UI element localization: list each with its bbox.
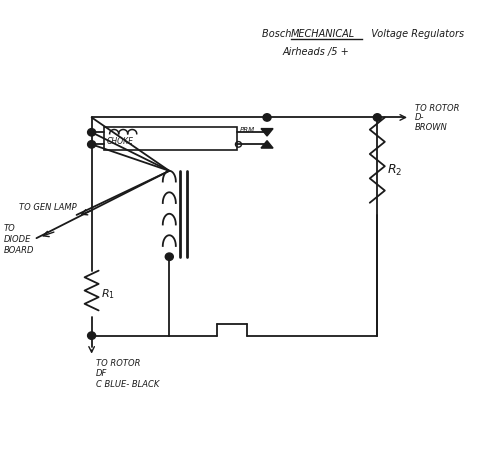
Text: DIODE: DIODE bbox=[4, 235, 31, 244]
Text: Bosch: Bosch bbox=[262, 29, 294, 39]
Text: D-: D- bbox=[415, 113, 424, 122]
Text: TO ROTOR: TO ROTOR bbox=[96, 359, 140, 368]
Circle shape bbox=[373, 114, 382, 121]
Text: C BLUE- BLACK: C BLUE- BLACK bbox=[96, 380, 159, 389]
Text: TO: TO bbox=[4, 224, 16, 234]
Polygon shape bbox=[261, 141, 273, 148]
Text: TO GEN LAMP: TO GEN LAMP bbox=[19, 204, 77, 212]
Text: MECHANICAL: MECHANICAL bbox=[291, 29, 355, 39]
Text: $R_1$: $R_1$ bbox=[101, 287, 114, 301]
Circle shape bbox=[88, 332, 96, 340]
Text: Airheads /5 +: Airheads /5 + bbox=[282, 48, 349, 57]
Text: CHOKE: CHOKE bbox=[107, 137, 134, 146]
Text: Voltage Regulators: Voltage Regulators bbox=[365, 29, 464, 39]
Circle shape bbox=[165, 253, 173, 261]
Circle shape bbox=[88, 141, 96, 148]
Text: BROWN: BROWN bbox=[415, 123, 448, 132]
Text: BOARD: BOARD bbox=[4, 246, 34, 255]
Text: $R_2$: $R_2$ bbox=[388, 163, 403, 178]
Circle shape bbox=[263, 114, 271, 121]
Polygon shape bbox=[261, 128, 273, 136]
Circle shape bbox=[88, 128, 96, 136]
Bar bbox=[104, 127, 237, 150]
Text: DF: DF bbox=[96, 369, 107, 378]
Text: PRM: PRM bbox=[239, 127, 255, 133]
Text: TO ROTOR: TO ROTOR bbox=[415, 104, 460, 113]
